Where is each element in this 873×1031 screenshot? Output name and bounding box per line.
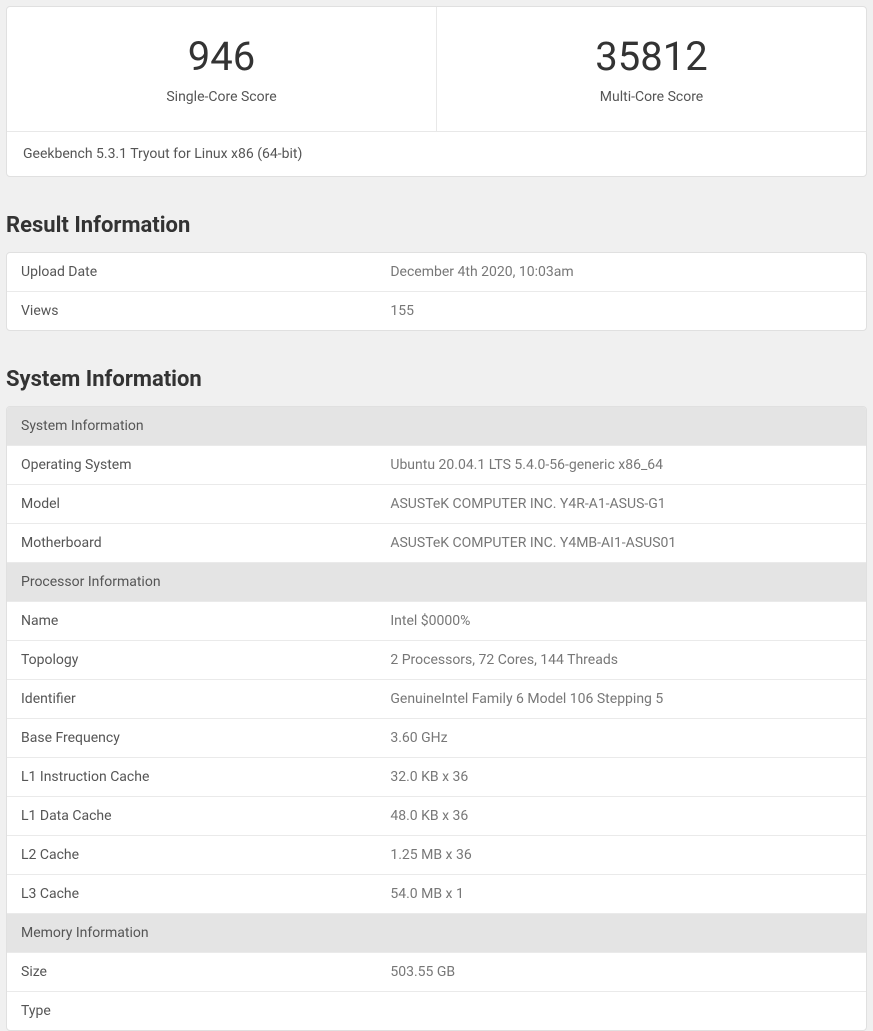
row-value: ASUSTeK COMPUTER INC. Y4MB-AI1-ASUS01 — [376, 523, 866, 562]
row-value: ASUSTeK COMPUTER INC. Y4R-A1-ASUS-G1 — [376, 484, 866, 523]
table-row: Operating SystemUbuntu 20.04.1 LTS 5.4.0… — [7, 445, 866, 484]
row-value: December 4th 2020, 10:03am — [376, 253, 866, 291]
row-value: 155 — [376, 291, 866, 330]
row-key: L2 Cache — [7, 835, 376, 874]
result-info-table: Upload DateDecember 4th 2020, 10:03amVie… — [6, 252, 867, 331]
table-row: ModelASUSTeK COMPUTER INC. Y4R-A1-ASUS-G… — [7, 484, 866, 523]
row-key: Name — [7, 601, 376, 640]
system-info-heading: System Information — [6, 367, 873, 392]
row-value: GenuineIntel Family 6 Model 106 Stepping… — [376, 679, 866, 718]
row-value — [376, 991, 866, 1030]
row-value: 2 Processors, 72 Cores, 144 Threads — [376, 640, 866, 679]
row-key: Identifier — [7, 679, 376, 718]
section-subhead: Memory Information — [7, 913, 866, 952]
row-key: L1 Data Cache — [7, 796, 376, 835]
row-value: 1.25 MB x 36 — [376, 835, 866, 874]
table-row: Topology2 Processors, 72 Cores, 144 Thre… — [7, 640, 866, 679]
row-value: 3.60 GHz — [376, 718, 866, 757]
scores-row: 946 Single-Core Score 35812 Multi-Core S… — [7, 7, 866, 131]
row-value: 54.0 MB x 1 — [376, 874, 866, 913]
single-core-label: Single-Core Score — [17, 89, 426, 105]
row-key: Topology — [7, 640, 376, 679]
row-key: Motherboard — [7, 523, 376, 562]
single-core-cell: 946 Single-Core Score — [7, 7, 437, 131]
section-subhead-title: Processor Information — [7, 562, 866, 601]
row-key: Model — [7, 484, 376, 523]
row-value: 32.0 KB x 36 — [376, 757, 866, 796]
section-subhead-title: Memory Information — [7, 913, 866, 952]
row-value: Ubuntu 20.04.1 LTS 5.4.0-56-generic x86_… — [376, 445, 866, 484]
table-row: MotherboardASUSTeK COMPUTER INC. Y4MB-AI… — [7, 523, 866, 562]
system-info-table: System InformationOperating SystemUbuntu… — [6, 406, 867, 1031]
result-info-heading: Result Information — [6, 213, 873, 238]
table-row: L3 Cache54.0 MB x 1 — [7, 874, 866, 913]
row-value: 48.0 KB x 36 — [376, 796, 866, 835]
section-subhead: System Information — [7, 407, 866, 445]
section-subhead: Processor Information — [7, 562, 866, 601]
multi-core-label: Multi-Core Score — [447, 89, 856, 105]
row-key: Base Frequency — [7, 718, 376, 757]
table-row: Type — [7, 991, 866, 1030]
section-subhead-title: System Information — [7, 407, 866, 445]
row-key: L3 Cache — [7, 874, 376, 913]
multi-core-cell: 35812 Multi-Core Score — [437, 7, 866, 131]
table-row: Views155 — [7, 291, 866, 330]
row-key: Upload Date — [7, 253, 376, 291]
row-key: Size — [7, 952, 376, 991]
table-row: Size503.55 GB — [7, 952, 866, 991]
row-key: L1 Instruction Cache — [7, 757, 376, 796]
table-row: NameIntel $0000% — [7, 601, 866, 640]
row-value: 503.55 GB — [376, 952, 866, 991]
table-row: L2 Cache1.25 MB x 36 — [7, 835, 866, 874]
version-line: Geekbench 5.3.1 Tryout for Linux x86 (64… — [7, 131, 866, 176]
row-key: Type — [7, 991, 376, 1030]
table-row: Base Frequency3.60 GHz — [7, 718, 866, 757]
table-row: L1 Data Cache48.0 KB x 36 — [7, 796, 866, 835]
table-row: Upload DateDecember 4th 2020, 10:03am — [7, 253, 866, 291]
row-key: Operating System — [7, 445, 376, 484]
table-row: L1 Instruction Cache32.0 KB x 36 — [7, 757, 866, 796]
multi-core-value: 35812 — [447, 35, 856, 79]
row-key: Views — [7, 291, 376, 330]
table-row: IdentifierGenuineIntel Family 6 Model 10… — [7, 679, 866, 718]
row-value: Intel $0000% — [376, 601, 866, 640]
single-core-value: 946 — [17, 35, 426, 79]
scores-card: 946 Single-Core Score 35812 Multi-Core S… — [6, 6, 867, 177]
